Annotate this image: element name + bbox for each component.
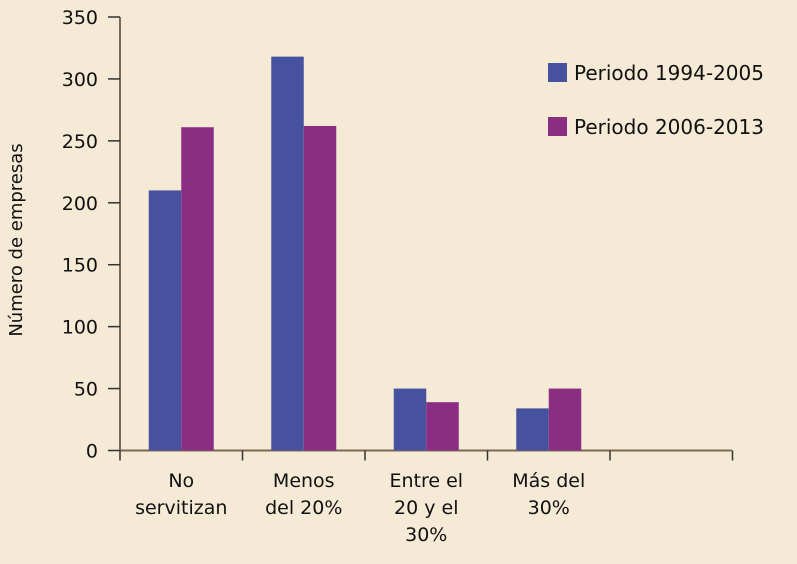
x-tick-label: 30%	[528, 497, 570, 519]
legend-swatch-2	[548, 117, 567, 136]
legend-label-2: Periodo 2006-2013	[574, 115, 764, 139]
y-tick-label: 0	[86, 441, 98, 463]
x-tick-label: 30%	[405, 524, 447, 546]
bar-1-1	[148, 190, 182, 451]
x-tick-label: 20 y el	[394, 497, 458, 519]
x-tick-label: del 20%	[265, 497, 342, 519]
y-tick-label: 350	[62, 7, 98, 29]
y-tick-label: 150	[62, 255, 98, 277]
x-tick-label: No	[168, 470, 194, 492]
y-tick-label: 200	[62, 193, 98, 215]
bar-2-4	[548, 388, 582, 451]
y-tick-label: 50	[74, 379, 98, 401]
x-tick-label: Entre el	[389, 470, 463, 492]
y-axis-label: Número de empresas	[6, 143, 27, 336]
bar-1-4	[516, 408, 549, 451]
bar-2-3	[426, 402, 459, 451]
y-tick-label: 300	[62, 69, 98, 91]
legend-label-1: Periodo 1994-2005	[574, 61, 764, 85]
bar-1-3	[393, 388, 427, 451]
y-tick-label: 250	[62, 131, 98, 153]
bar-2-2	[303, 125, 337, 451]
x-tick-label: servitizan	[135, 497, 227, 519]
x-tick-label: Más del	[512, 470, 585, 492]
x-tick-label: Menos	[273, 470, 335, 492]
bar-2-1	[181, 127, 214, 451]
y-tick-label: 100	[62, 317, 98, 339]
bar-1-2	[271, 56, 304, 451]
legend-swatch-1	[548, 63, 567, 82]
